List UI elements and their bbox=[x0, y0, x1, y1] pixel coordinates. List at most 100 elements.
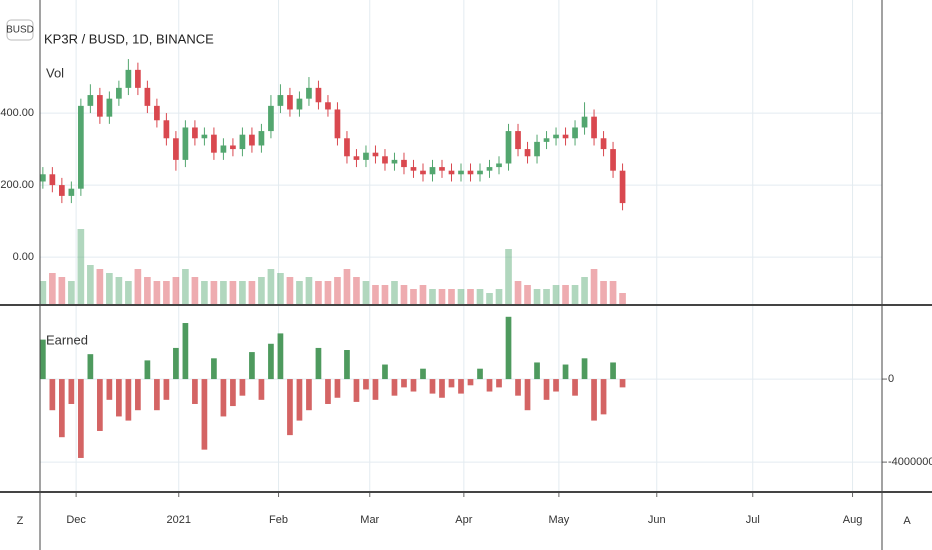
candle-body bbox=[325, 102, 331, 110]
volume-bar bbox=[505, 249, 512, 305]
volume-bar bbox=[400, 285, 408, 305]
bar bbox=[505, 316, 512, 380]
bar bbox=[344, 350, 350, 380]
volume-bar bbox=[258, 277, 265, 305]
volume-bar bbox=[172, 277, 180, 305]
volume-bar bbox=[362, 281, 370, 305]
bar bbox=[562, 364, 569, 380]
z-button[interactable]: Z bbox=[17, 515, 24, 527]
bar bbox=[230, 379, 236, 407]
volume-bar bbox=[229, 281, 237, 305]
candle-body bbox=[572, 127, 578, 139]
volume-bar bbox=[305, 277, 313, 305]
bar bbox=[401, 379, 407, 388]
candle-body bbox=[277, 95, 284, 106]
x-tick-label: May bbox=[548, 514, 569, 526]
volume-bar bbox=[106, 273, 113, 305]
symbol-button[interactable] bbox=[6, 19, 34, 41]
x-tick-label: Feb bbox=[269, 514, 288, 526]
volume-bar bbox=[39, 281, 47, 305]
candle-body bbox=[287, 95, 293, 110]
volume-bar bbox=[524, 285, 531, 305]
bar bbox=[249, 352, 255, 380]
bar bbox=[543, 379, 550, 400]
candle-body bbox=[154, 105, 160, 121]
bar bbox=[277, 333, 284, 380]
candle-body bbox=[344, 138, 350, 157]
volume-bar bbox=[334, 277, 341, 305]
volume-bar bbox=[429, 289, 436, 305]
candle-body bbox=[306, 87, 312, 99]
candle-body bbox=[448, 170, 455, 175]
volume-bar bbox=[163, 281, 170, 305]
volume-bar bbox=[590, 269, 598, 305]
symbol-button-label[interactable]: BUSD bbox=[6, 25, 34, 36]
bar bbox=[78, 379, 84, 458]
volume-bar bbox=[381, 285, 389, 305]
volume-bar bbox=[210, 281, 218, 305]
bar bbox=[391, 379, 398, 396]
candle-body bbox=[515, 131, 521, 150]
bar bbox=[353, 379, 360, 402]
bar bbox=[524, 379, 531, 411]
candle-body bbox=[49, 174, 56, 186]
candle-body bbox=[135, 69, 141, 88]
bar bbox=[173, 347, 179, 380]
bar bbox=[382, 364, 388, 380]
a-button[interactable]: A bbox=[903, 515, 911, 527]
bar bbox=[182, 323, 189, 380]
volume-bar bbox=[182, 269, 189, 305]
candle-body bbox=[372, 152, 379, 157]
volume-bar bbox=[248, 281, 256, 305]
candle-body bbox=[439, 167, 445, 171]
volume-bar bbox=[87, 265, 94, 305]
volume-bar bbox=[571, 285, 579, 305]
candle-body bbox=[619, 170, 626, 204]
bar bbox=[467, 379, 474, 386]
candle-body bbox=[534, 141, 540, 157]
bar bbox=[97, 379, 103, 431]
candle-body bbox=[125, 69, 132, 88]
bar bbox=[591, 379, 597, 421]
candle-body bbox=[239, 134, 246, 150]
volume-bar bbox=[58, 277, 66, 305]
candle-body bbox=[40, 174, 46, 182]
volume-bar bbox=[410, 289, 417, 305]
bar bbox=[410, 379, 417, 392]
bar bbox=[49, 379, 56, 411]
volume-bar bbox=[144, 277, 151, 305]
chart-title: KP3R / BUSD, 1D, BINANCE bbox=[44, 31, 214, 46]
bar bbox=[211, 358, 217, 380]
volume-bar bbox=[220, 281, 227, 305]
bar bbox=[619, 379, 626, 388]
candle-body bbox=[524, 149, 531, 157]
bar bbox=[144, 360, 151, 380]
bar bbox=[154, 379, 160, 411]
bar bbox=[59, 379, 65, 438]
candle-body bbox=[553, 134, 559, 139]
volume-bar bbox=[562, 285, 569, 305]
candle-body bbox=[315, 87, 322, 103]
bar bbox=[68, 379, 75, 404]
volume-bar bbox=[514, 281, 522, 305]
bar bbox=[192, 379, 198, 404]
candle-body bbox=[59, 185, 65, 196]
volume-bar bbox=[153, 281, 161, 305]
bar bbox=[363, 379, 369, 390]
candle-body bbox=[401, 159, 407, 168]
candle-body bbox=[610, 149, 616, 171]
bar bbox=[486, 379, 493, 392]
bar bbox=[372, 379, 379, 400]
volume-bar bbox=[191, 277, 199, 305]
bar bbox=[135, 379, 141, 411]
volume-bar bbox=[372, 285, 379, 305]
volume-bar bbox=[600, 281, 607, 305]
bar bbox=[534, 362, 540, 380]
volume-bar bbox=[343, 269, 351, 305]
x-tick-label: Jul bbox=[746, 514, 760, 526]
x-tick-label: Aug bbox=[843, 514, 863, 526]
bar bbox=[116, 379, 122, 417]
x-tick-label: Mar bbox=[360, 514, 379, 526]
volume-bar bbox=[533, 289, 541, 305]
candle-body bbox=[420, 170, 426, 175]
